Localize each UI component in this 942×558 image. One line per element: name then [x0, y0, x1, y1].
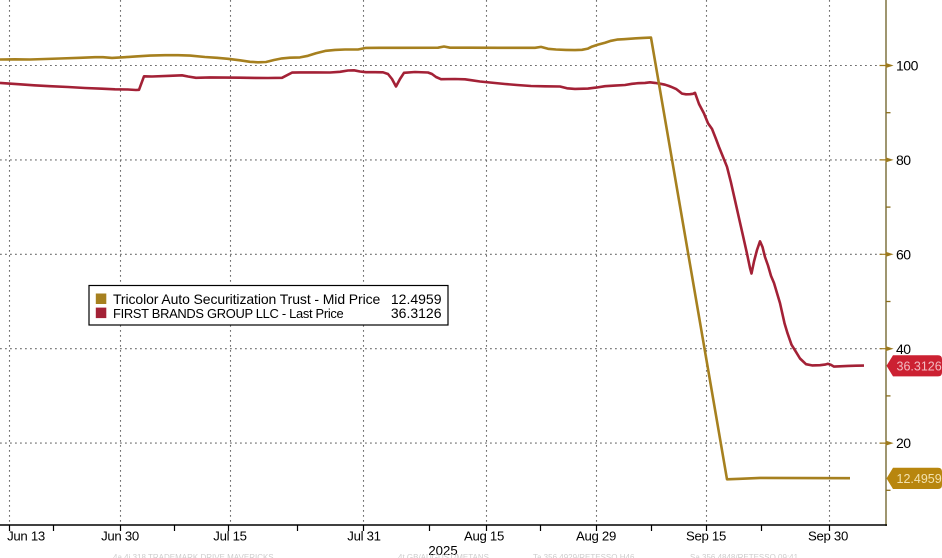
svg-text:2025: 2025: [428, 543, 457, 558]
svg-text:Tricolor Auto Securitization T: Tricolor Auto Securitization Trust - Mid…: [113, 291, 381, 307]
svg-text:Jun 13: Jun 13: [7, 529, 45, 544]
svg-text:36.3126: 36.3126: [897, 359, 942, 373]
svg-text:80: 80: [896, 152, 911, 168]
svg-text:40: 40: [896, 341, 911, 357]
svg-text:FIRST BRANDS GROUP LLC - Last: FIRST BRANDS GROUP LLC - Last Price: [113, 306, 344, 321]
svg-text:Aug 15: Aug 15: [464, 529, 504, 544]
svg-text:12.4959: 12.4959: [897, 472, 942, 486]
svg-text:60: 60: [896, 246, 911, 262]
svg-text:Ta 356.4929/RETESSO H46: Ta 356.4929/RETESSO H46: [533, 553, 635, 558]
svg-text:Sa 356.4848/RETESSO 09:41: Sa 356.4848/RETESSO 09:41: [690, 553, 799, 558]
svg-text:100: 100: [896, 58, 919, 74]
svg-text:Jun 30: Jun 30: [101, 529, 139, 544]
svg-text:20: 20: [896, 435, 911, 451]
svg-text:Sep 15: Sep 15: [686, 529, 726, 544]
svg-text:Sep 30: Sep 30: [808, 529, 848, 544]
svg-text:4t GB/AUGUST/METANS: 4t GB/AUGUST/METANS: [398, 553, 489, 558]
svg-text:36.3126: 36.3126: [391, 305, 442, 321]
svg-text:Jul 15: Jul 15: [213, 529, 246, 544]
svg-text:Jul 31: Jul 31: [347, 529, 380, 544]
svg-text:Aug 29: Aug 29: [576, 529, 616, 544]
svg-text:12.4959: 12.4959: [391, 291, 442, 307]
svg-text:4a 4i 318 TRADEMARK DRIVE M: 4a 4i 318 TRADEMARK DRIVE MAVERICKS: [113, 553, 274, 558]
